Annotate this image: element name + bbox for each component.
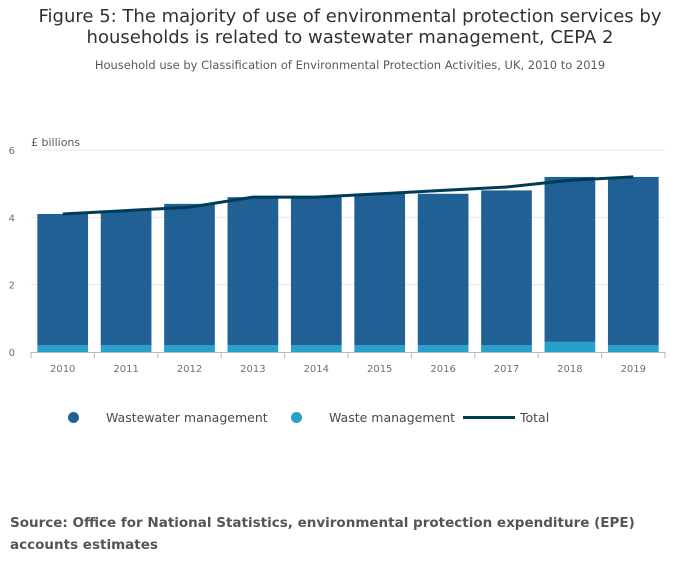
bar-wastewater-2012 [164, 203, 215, 346]
axes: 0 2 4 6 £ billions 2010 2011 2012 2013 2014 2015 20… [9, 136, 666, 375]
chart-title-line-1: Figure 5: The majority of use of environ… [38, 6, 662, 27]
bar-waste-2019 [607, 345, 659, 352]
x-tick-label-2018: 2018 [557, 364, 582, 375]
bar-wastewater-2018 [544, 176, 596, 342]
total-line-swatch-icon [463, 415, 515, 419]
chart-title: Figure 5: The majority of use of environ… [0, 6, 700, 48]
bar-wastewater-2017 [481, 190, 532, 346]
bar-waste-2015 [354, 345, 406, 352]
bar-waste-2017 [481, 345, 532, 352]
bar-wastewater-2015 [354, 193, 406, 346]
total-line [62, 175, 634, 216]
x-tick-label-2013: 2013 [240, 364, 265, 375]
source-note: Source: Office for National Statistics, … [10, 515, 635, 553]
bar-wastewater-2019 [607, 176, 659, 346]
x-tick-label-2014: 2014 [304, 364, 329, 375]
legend-label-wastewater: Wastewater management [106, 409, 268, 425]
bar-waste-2013 [227, 345, 279, 352]
bars [37, 176, 659, 352]
x-tick-label-2012: 2012 [177, 364, 202, 375]
bar-waste-2016 [417, 345, 469, 352]
bar-wastewater-2013 [227, 197, 279, 346]
chart-title-line-2: households is related to wastewater mana… [86, 27, 614, 48]
bar-wastewater-2016 [417, 193, 469, 346]
bar-wastewater-2014 [290, 197, 342, 346]
y-tick-label: 2 [9, 281, 15, 292]
bar-wastewater-2010 [37, 213, 89, 346]
legend: Wastewater management Waste management T… [0, 407, 700, 427]
bar-waste-2012 [164, 345, 215, 352]
legend-label-total: Total [520, 409, 550, 425]
bar-wastewater-2011 [100, 210, 152, 346]
chart-plot: 0 2 4 6 £ billions 2010 2011 2012 2013 2014 2015 20… [9, 136, 666, 375]
legend-item-total[interactable]: Total [463, 407, 549, 427]
bar-waste-2010 [37, 345, 89, 352]
bar-waste-2011 [100, 345, 152, 352]
y-axis-label: £ billions [31, 136, 80, 149]
chart-subtitle: Household use by Classification of Envir… [94, 58, 606, 72]
x-tick-label-2011: 2011 [113, 364, 138, 375]
legend-item-wastewater[interactable]: Wastewater management [68, 407, 268, 427]
x-tick-label-2016: 2016 [430, 364, 455, 375]
x-tick-label-2019: 2019 [621, 364, 646, 375]
waste-swatch-icon [291, 411, 302, 423]
legend-item-waste[interactable]: Waste management [291, 407, 455, 427]
bar-waste-2014 [290, 345, 342, 352]
wastewater-swatch-icon [68, 411, 79, 423]
y-tick-label: 6 [9, 146, 15, 157]
x-tick-label-2015: 2015 [367, 364, 392, 375]
x-tick-label-2010: 2010 [50, 364, 75, 375]
y-tick-label: 0 [9, 348, 15, 359]
x-tick-label-2017: 2017 [494, 364, 519, 375]
y-tick-label: 4 [9, 213, 15, 224]
bar-waste-2018 [544, 341, 596, 352]
legend-label-waste: Waste management [329, 409, 456, 425]
total-series [62, 175, 634, 216]
